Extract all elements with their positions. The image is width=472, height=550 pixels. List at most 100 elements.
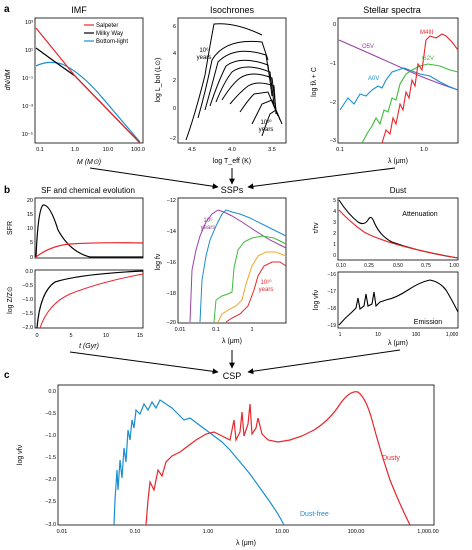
isochrones-ytick: 4 xyxy=(173,51,176,57)
attenuation-xtick: 1.00 xyxy=(449,263,459,269)
csp-label-dusty: Dusty xyxy=(382,455,400,462)
isochrones-yticks: 6 4 2 0 −2 xyxy=(170,24,176,142)
attenuation-xtick: 0.50 xyxy=(393,263,403,269)
csp-xtick: 1.00 xyxy=(203,529,214,535)
attenuation-ytick: 0 xyxy=(333,253,336,259)
ssp-curve-purple xyxy=(189,209,287,323)
imf-xlabel: M (M⊙) xyxy=(77,159,101,166)
isochrones-ytick: 0 xyxy=(173,106,176,112)
arrow-sf-to-csp xyxy=(69,351,219,375)
metallicity-frame xyxy=(34,269,144,329)
sfr-ytick: 15 xyxy=(27,212,33,218)
ssps-ytick: −14 xyxy=(167,229,176,235)
isochrones-label-young-line1: 10⁶ xyxy=(199,47,209,54)
csp-ytick: 0.0 xyxy=(48,389,56,395)
emission-yticks: −16 −17 −18 −19 xyxy=(328,272,337,329)
isochrone-track xyxy=(261,109,283,137)
panel-letter-c: c xyxy=(4,370,10,381)
isochrones-ylabel: log L_bol (L⊙) xyxy=(155,58,162,103)
isochrones-label-old-line1: 10¹⁰ xyxy=(260,119,272,126)
imf-xtick: 1.0 xyxy=(71,147,79,153)
ssps-label-old-line2: years xyxy=(259,287,274,293)
ssp-curve-red xyxy=(225,261,287,323)
attenuation-xtick: 0.25 xyxy=(364,263,374,269)
emission-ytick: −17 xyxy=(328,289,337,295)
isochrones-label-young: 10⁶ years xyxy=(197,47,212,61)
ssps-ytick: −18 xyxy=(167,291,176,297)
ssp-curve-blue xyxy=(199,209,287,323)
emission-ytick: −16 xyxy=(328,272,337,278)
sfr-ytick: 5 xyxy=(30,240,33,246)
csp-xtick: 100.00 xyxy=(348,529,365,535)
ssps-yticks: −12 −14 −16 −18 −20 xyxy=(167,198,176,326)
arrow-spectra-to-ssps xyxy=(247,167,396,190)
emission-xtick: 1,000 xyxy=(446,332,459,338)
isochrones-frame xyxy=(177,17,287,144)
ssps-ytick: −16 xyxy=(167,260,176,266)
isochrone-track xyxy=(197,40,269,119)
ssp-curve-green xyxy=(213,235,287,323)
csp-xtick: 0.10 xyxy=(130,529,141,535)
csp-ylabel: log νfν xyxy=(17,444,24,465)
sfr-ylabel: SFR xyxy=(7,221,14,235)
attenuation-curve-black xyxy=(338,199,459,259)
isochrone-track xyxy=(215,66,275,105)
sfr-curve-red xyxy=(35,242,144,258)
sf-xtick: 5 xyxy=(69,333,72,339)
spectra-label-m4iii: M4III xyxy=(420,30,434,36)
arrow-imf-to-ssps xyxy=(89,167,219,190)
attenuation-frame xyxy=(337,197,459,261)
imf-yticks: 10³ 10¹ 10⁻¹ 10⁻³ 10⁻⁵ xyxy=(22,20,33,138)
isochrones-xticks: 4.5 4.0 3.5 xyxy=(188,147,276,153)
ssps-label-young-line2: years xyxy=(201,225,216,231)
csp-title: CSP xyxy=(223,371,242,381)
isochrones-ytick: 6 xyxy=(173,24,176,30)
isochrones-label-old: 10¹⁰ years xyxy=(259,119,274,133)
isochrones-label-young-line2: years xyxy=(197,55,212,61)
panel-letter-a: a xyxy=(4,4,10,15)
csp-label-dustfree: Dust-free xyxy=(300,511,329,518)
spectra-ytick: −2 xyxy=(330,100,336,106)
attenuation-label: Attenuation xyxy=(402,211,438,218)
ssps-xtick: 1 xyxy=(250,327,253,333)
isochrones-ytick: 2 xyxy=(173,78,176,84)
ssps-title: SSPs xyxy=(221,185,244,195)
isochrone-track xyxy=(239,91,279,117)
ssps-label-young: 10⁶ years xyxy=(201,217,216,231)
spectra-xticks: 0.1 1.0 xyxy=(336,147,428,153)
csp-curve-dustfree xyxy=(113,399,285,526)
spectra-label-a0v: A0V xyxy=(368,76,379,82)
spectra-ytick: −3 xyxy=(330,138,336,144)
ssps-ytick: −12 xyxy=(167,198,176,204)
ssps-frame xyxy=(177,197,287,324)
imf-legend: Salpeter Milky Way Bottom-light xyxy=(84,23,128,45)
imf-curve-bottomlight xyxy=(35,61,141,143)
imf-frame xyxy=(34,17,144,144)
csp-ytick: −2.0 xyxy=(45,477,56,483)
imf-panel: dN/dM M (M⊙) 10³ 10¹ 10⁻¹ 10⁻³ 10⁻⁵ 0.1 … xyxy=(5,17,145,166)
ssps-ylabel: log fν xyxy=(155,253,162,270)
isochrone-track xyxy=(251,99,281,125)
metallicity-ytick: −1.0 xyxy=(22,297,33,303)
csp-xtick: 1,000.00 xyxy=(417,529,438,535)
isochrones-xtick: 4.0 xyxy=(228,147,236,153)
sf-xtick: 15 xyxy=(137,333,143,339)
csp-ytick: −1.5 xyxy=(45,455,56,461)
csp-curve-dusty xyxy=(145,391,411,526)
arrows-to-ssps xyxy=(89,167,396,190)
metallicity-ytick: −1.5 xyxy=(22,311,33,317)
imf-xtick: 10.0 xyxy=(103,147,114,153)
dust-panel: τ/τv log νfν λ (μm) 5 4 3 2 1 0 0.10 0.2… xyxy=(313,197,459,347)
emission-ytick: −18 xyxy=(328,306,337,312)
metallicity-ytick: 0.0 xyxy=(25,269,33,275)
sfr-ytick: 10 xyxy=(27,226,33,232)
csp-yticks: 0.0 −0.5 −1.0 −1.5 −2.0 −2.5 −3.0 xyxy=(45,389,56,528)
attenuation-ytick: 1 xyxy=(333,242,336,248)
attenuation-ylabel: τ/τv xyxy=(313,222,320,233)
attenuation-ytick: 4 xyxy=(333,209,336,215)
attenuation-xticks: 0.10 0.25 0.50 0.75 1.00 xyxy=(336,263,459,269)
isochrones-label-old-line2: years xyxy=(259,127,274,133)
imf-xticks: 0.1 1.0 10.0 100.0 xyxy=(36,147,145,153)
metallicity-yticks: 0.0 −0.5 −1.0 −1.5 −2.0 xyxy=(22,269,33,331)
emission-ylabel: log νfν xyxy=(313,289,320,310)
